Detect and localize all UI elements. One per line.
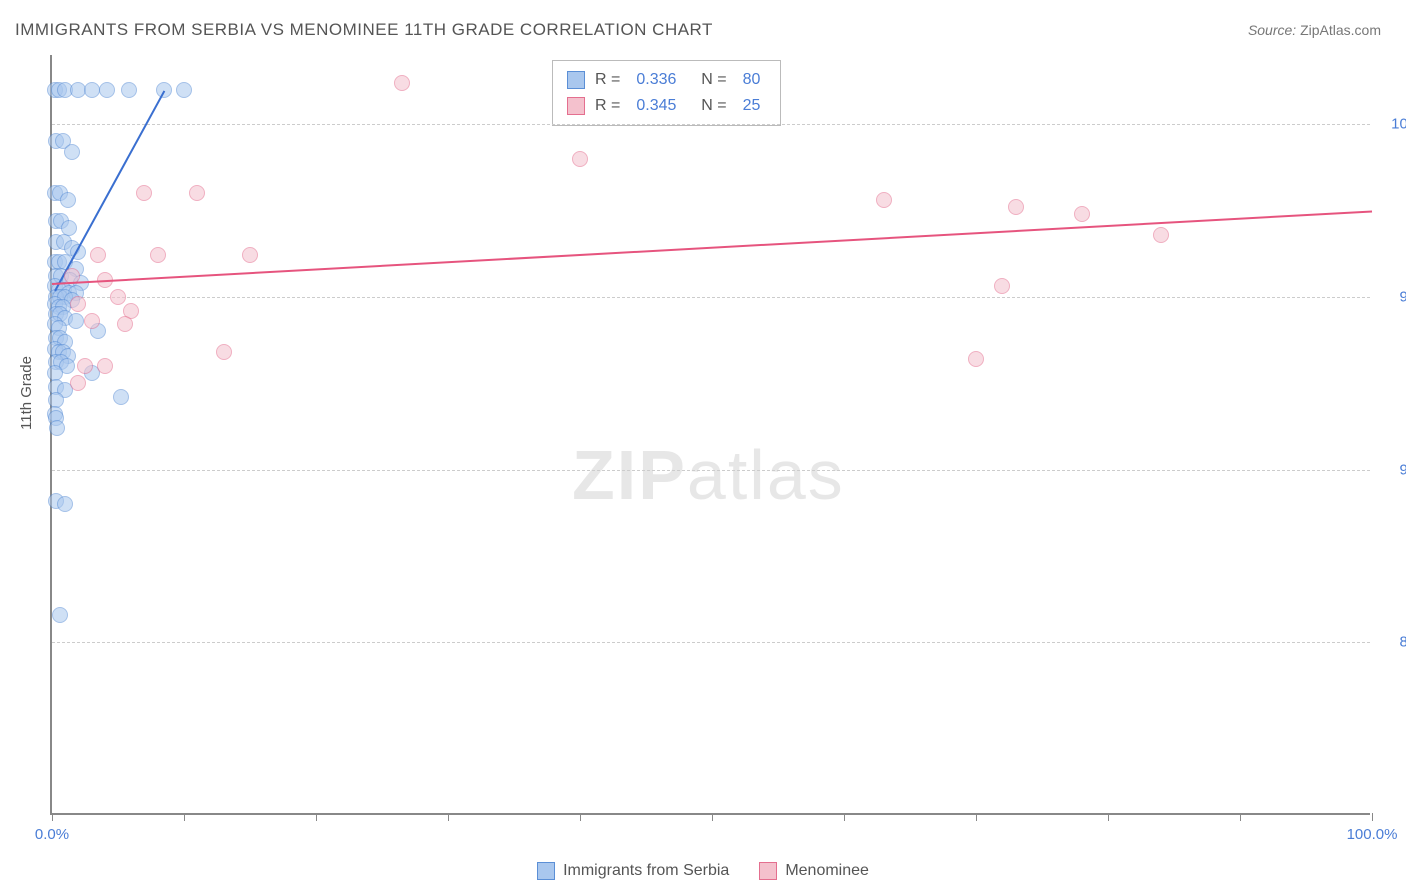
data-point-serbia bbox=[176, 82, 192, 98]
data-point-menominee bbox=[968, 351, 984, 367]
gridline bbox=[52, 297, 1370, 298]
data-point-menominee bbox=[189, 185, 205, 201]
data-point-menominee bbox=[77, 358, 93, 374]
data-point-serbia bbox=[113, 389, 129, 405]
stats-row-menominee: R = 0.345 N = 25 bbox=[567, 93, 766, 119]
legend-label: Immigrants from Serbia bbox=[563, 862, 729, 880]
bottom-legend: Immigrants from Serbia Menominee bbox=[0, 862, 1406, 880]
data-point-menominee bbox=[70, 296, 86, 312]
y-tick-label: 90.0% bbox=[1378, 461, 1406, 478]
data-point-menominee bbox=[216, 344, 232, 360]
data-point-serbia bbox=[57, 496, 73, 512]
legend-swatch-serbia bbox=[537, 862, 555, 880]
y-tick-label: 85.0% bbox=[1378, 634, 1406, 651]
data-point-menominee bbox=[110, 289, 126, 305]
x-tick-mark bbox=[316, 813, 317, 821]
data-point-menominee bbox=[394, 75, 410, 91]
n-value: 25 bbox=[743, 97, 761, 115]
source-label: Source: bbox=[1248, 22, 1296, 38]
data-point-menominee bbox=[150, 247, 166, 263]
r-value: 0.336 bbox=[636, 71, 676, 89]
n-label: N = bbox=[692, 97, 726, 115]
source-attribution: Source: ZipAtlas.com bbox=[1248, 22, 1381, 38]
data-point-menominee bbox=[1153, 227, 1169, 243]
source-value: ZipAtlas.com bbox=[1300, 22, 1381, 38]
plot-area: ZIPatlas R =0.336 N =80R =0.345 N =25 85… bbox=[50, 55, 1370, 815]
data-point-serbia bbox=[64, 144, 80, 160]
legend-item-menominee: Menominee bbox=[759, 862, 869, 880]
n-value: 80 bbox=[743, 71, 761, 89]
legend-swatch-menominee bbox=[759, 862, 777, 880]
r-label: R = bbox=[595, 97, 620, 115]
data-point-serbia bbox=[121, 82, 137, 98]
data-point-serbia bbox=[99, 82, 115, 98]
legend-item-serbia: Immigrants from Serbia bbox=[537, 862, 729, 880]
x-tick-label: 0.0% bbox=[35, 826, 69, 843]
x-tick-mark bbox=[184, 813, 185, 821]
y-axis-label: 11th Grade bbox=[18, 356, 35, 430]
x-tick-mark bbox=[844, 813, 845, 821]
legend-label: Menominee bbox=[785, 862, 869, 880]
data-point-menominee bbox=[876, 192, 892, 208]
x-tick-mark bbox=[1240, 813, 1241, 821]
data-point-menominee bbox=[1074, 206, 1090, 222]
x-tick-mark bbox=[52, 813, 53, 821]
data-point-menominee bbox=[994, 278, 1010, 294]
data-point-menominee bbox=[90, 247, 106, 263]
watermark: ZIPatlas bbox=[572, 435, 845, 515]
x-tick-mark bbox=[1372, 813, 1373, 821]
r-value: 0.345 bbox=[636, 97, 676, 115]
stats-row-serbia: R = 0.336 N = 80 bbox=[567, 67, 766, 93]
x-tick-mark bbox=[976, 813, 977, 821]
x-tick-mark bbox=[712, 813, 713, 821]
data-point-menominee bbox=[70, 375, 86, 391]
x-tick-mark bbox=[448, 813, 449, 821]
watermark-atlas: atlas bbox=[687, 436, 845, 514]
n-label: N = bbox=[692, 71, 726, 89]
swatch-serbia bbox=[567, 71, 585, 89]
x-tick-label: 100.0% bbox=[1347, 826, 1398, 843]
swatch-menominee bbox=[567, 97, 585, 115]
data-point-serbia bbox=[49, 420, 65, 436]
gridline bbox=[52, 642, 1370, 643]
x-tick-mark bbox=[580, 813, 581, 821]
y-tick-label: 100.0% bbox=[1378, 116, 1406, 133]
gridline bbox=[52, 470, 1370, 471]
data-point-menominee bbox=[1008, 199, 1024, 215]
data-point-serbia bbox=[84, 82, 100, 98]
data-point-serbia bbox=[68, 313, 84, 329]
data-point-serbia bbox=[60, 192, 76, 208]
data-point-menominee bbox=[136, 185, 152, 201]
chart-title: IMMIGRANTS FROM SERBIA VS MENOMINEE 11TH… bbox=[15, 20, 713, 40]
watermark-zip: ZIP bbox=[572, 436, 687, 514]
data-point-menominee bbox=[117, 316, 133, 332]
y-tick-label: 95.0% bbox=[1378, 288, 1406, 305]
stats-legend-box: R = 0.336 N = 80 R = 0.345 N = 25 bbox=[552, 60, 781, 126]
data-point-menominee bbox=[84, 313, 100, 329]
x-tick-mark bbox=[1108, 813, 1109, 821]
data-point-menominee bbox=[242, 247, 258, 263]
gridline bbox=[52, 124, 1370, 125]
data-point-menominee bbox=[97, 358, 113, 374]
data-point-menominee bbox=[572, 151, 588, 167]
data-point-serbia bbox=[52, 607, 68, 623]
r-label: R = bbox=[595, 71, 620, 89]
